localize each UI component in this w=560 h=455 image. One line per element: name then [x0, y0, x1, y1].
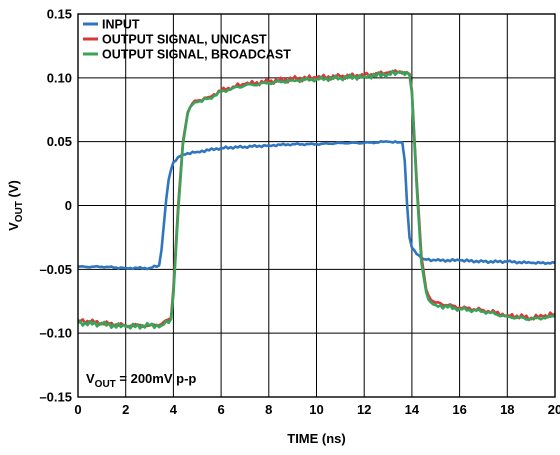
y-tick-label: –0.15 [39, 390, 72, 405]
x-axis-title: TIME (ns) [287, 431, 346, 446]
x-tick-label: 4 [170, 402, 178, 417]
y-tick-label: –0.10 [39, 326, 72, 341]
x-tick-label: 10 [309, 402, 323, 417]
y-tick-label: 0.15 [47, 7, 72, 22]
annotation-rest: = 200mV p-p [116, 371, 197, 386]
x-tick-label: 12 [357, 402, 371, 417]
y-axis-title: VOUT (V) [6, 180, 25, 231]
x-tick-label: 20 [548, 402, 560, 417]
x-tick-label: 16 [452, 402, 466, 417]
legend-label-2: OUTPUT SIGNAL, UNICAST [102, 33, 267, 47]
plot-frame [77, 13, 556, 398]
legend-label-1: INPUT [102, 18, 140, 32]
series-line-1 [77, 140, 556, 271]
y-tick-label: 0.10 [47, 70, 72, 85]
y-axis-title-sub: OUT [14, 201, 25, 222]
y-axis-title-main: V [6, 222, 21, 231]
x-tick-labels: 0 2 4 6 8 10 12 14 16 18 20 [74, 402, 560, 417]
x-tick-label: 8 [265, 402, 272, 417]
x-tick-label: 6 [217, 402, 224, 417]
x-tick-label: 2 [122, 402, 129, 417]
y-tick-label: 0 [65, 198, 72, 213]
x-tick-label: 0 [74, 402, 81, 417]
x-tick-label: 18 [500, 402, 514, 417]
y-axis-title-unit: (V) [6, 180, 21, 201]
series-line-3 [77, 69, 556, 330]
annotation-vout: VOUT = 200mV p-p [86, 371, 196, 390]
x-tick-label: 14 [405, 402, 420, 417]
legend-label-3: OUTPUT SIGNAL, BROADCAST [102, 48, 291, 62]
y-tick-labels: –0.15 –0.10 –0.05 0 0.05 0.10 0.15 [39, 7, 72, 405]
annotation-main: V [86, 371, 95, 386]
y-tick-label: –0.05 [39, 262, 72, 277]
y-tick-label: 0.05 [47, 134, 72, 149]
annotation-sub: OUT [95, 379, 116, 390]
series-lines [77, 69, 556, 330]
